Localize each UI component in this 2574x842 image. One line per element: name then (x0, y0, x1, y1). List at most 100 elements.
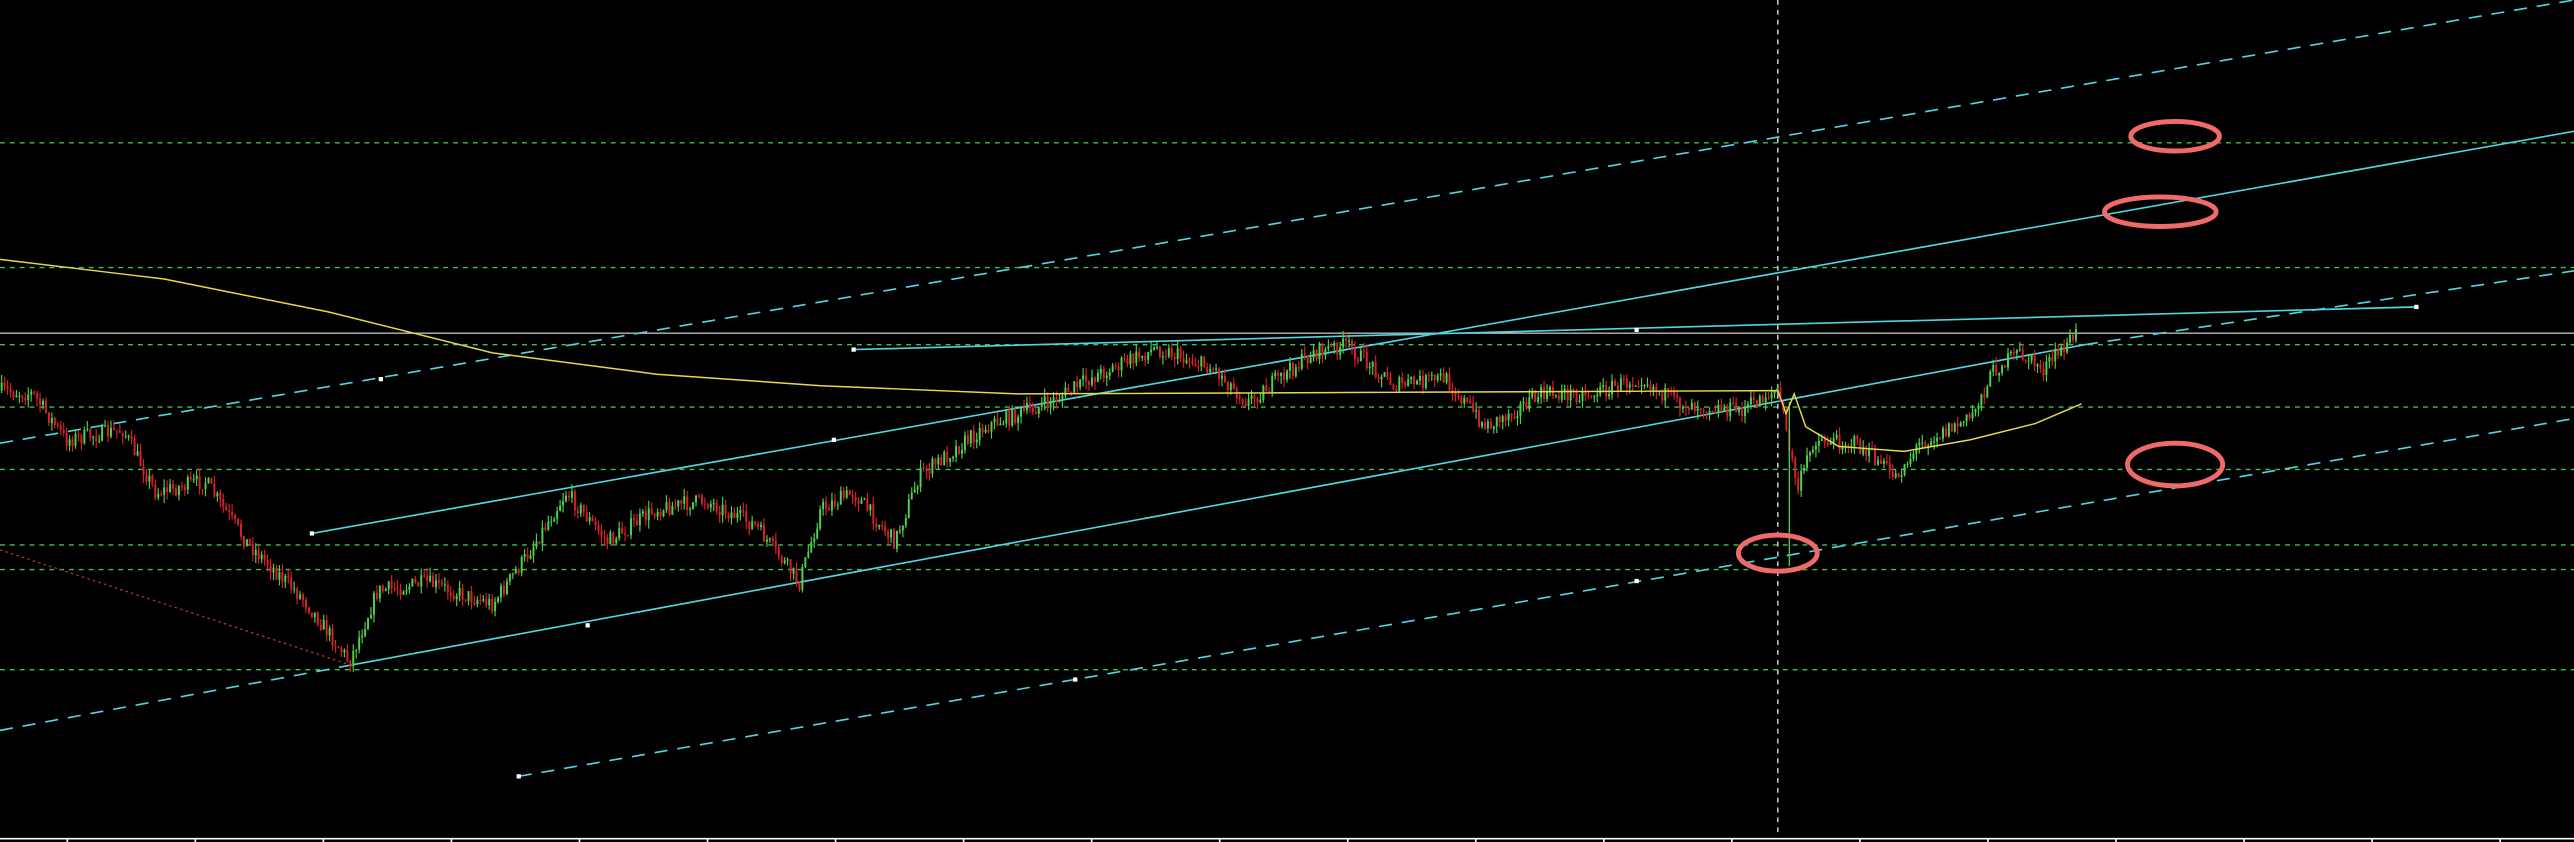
candle (1723, 407, 1726, 411)
candle (934, 458, 937, 465)
candle (278, 572, 281, 580)
candle (331, 628, 334, 646)
candle (955, 446, 958, 457)
candle (166, 487, 169, 492)
candle (1312, 350, 1315, 358)
candle (1534, 391, 1537, 402)
candle (1093, 377, 1096, 382)
candle (1244, 403, 1247, 407)
candle (565, 495, 568, 502)
candle (668, 501, 671, 515)
candle (1241, 399, 1244, 404)
candle (33, 391, 36, 394)
candle (1407, 379, 1410, 387)
candle (89, 429, 92, 438)
candle (1309, 357, 1312, 364)
candle (257, 550, 260, 560)
candle (2054, 349, 2057, 362)
line-anchor-point (851, 347, 856, 352)
candle (1303, 353, 1306, 356)
candle (777, 546, 780, 557)
candle (1374, 361, 1377, 378)
candle (810, 542, 813, 553)
candle (1676, 395, 1679, 398)
candle (1392, 384, 1395, 389)
candle (1333, 342, 1336, 346)
candle (671, 505, 674, 515)
candle (760, 524, 763, 527)
candle (71, 439, 74, 446)
candle (1362, 350, 1365, 352)
candle (225, 506, 228, 511)
candle (1965, 414, 1968, 422)
candle (541, 527, 544, 544)
candle (1732, 402, 1735, 404)
candle (1817, 440, 1820, 446)
time-axis (0, 837, 2574, 842)
candle (2048, 357, 2051, 362)
candle (981, 427, 984, 433)
candle (890, 529, 893, 538)
candle (1992, 365, 1995, 372)
candle (1377, 377, 1380, 380)
candle (42, 400, 44, 405)
candle (27, 394, 30, 401)
candle (142, 466, 145, 475)
candle (910, 492, 913, 500)
candle (1673, 391, 1676, 396)
candle (1761, 396, 1764, 403)
candle (12, 392, 15, 398)
candle (15, 395, 18, 398)
candle (1507, 413, 1510, 421)
candle (1667, 388, 1670, 392)
candle (659, 511, 662, 517)
candle (1924, 442, 1927, 448)
candle (1011, 408, 1014, 426)
candle (621, 527, 624, 534)
candle (1803, 467, 1806, 471)
candle (553, 519, 556, 522)
candle (1342, 338, 1345, 348)
candle (615, 538, 618, 544)
candle (245, 539, 248, 547)
candle (136, 451, 139, 456)
candle (1628, 384, 1631, 388)
candle (231, 511, 234, 516)
candle (919, 467, 922, 488)
candle (1741, 407, 1744, 416)
candle (1681, 406, 1684, 409)
candle (435, 580, 437, 588)
candle (1023, 407, 1026, 411)
candle (1020, 407, 1023, 417)
candle (698, 495, 700, 497)
candle (1229, 383, 1232, 391)
candle (1096, 373, 1099, 382)
candle (585, 512, 588, 522)
candle (1811, 449, 1814, 453)
candle (408, 586, 411, 590)
candle (242, 536, 245, 547)
candle (458, 587, 461, 596)
candle (1336, 342, 1339, 355)
candle (290, 577, 293, 589)
trend-lines (0, 0, 2574, 779)
candle (2060, 346, 2063, 356)
candle (845, 490, 848, 498)
candle (857, 500, 860, 504)
candle (851, 494, 854, 498)
candle (1008, 410, 1011, 426)
candle (1206, 366, 1209, 373)
candle (943, 451, 946, 466)
candle (520, 556, 523, 573)
candle (1956, 423, 1959, 427)
candle (801, 566, 804, 590)
candle (1082, 375, 1085, 380)
candle (1150, 349, 1153, 353)
candle (1395, 388, 1398, 391)
candle (700, 495, 703, 504)
candle (313, 612, 316, 618)
candle (579, 504, 582, 514)
candle (570, 491, 573, 498)
candle (1525, 402, 1528, 409)
